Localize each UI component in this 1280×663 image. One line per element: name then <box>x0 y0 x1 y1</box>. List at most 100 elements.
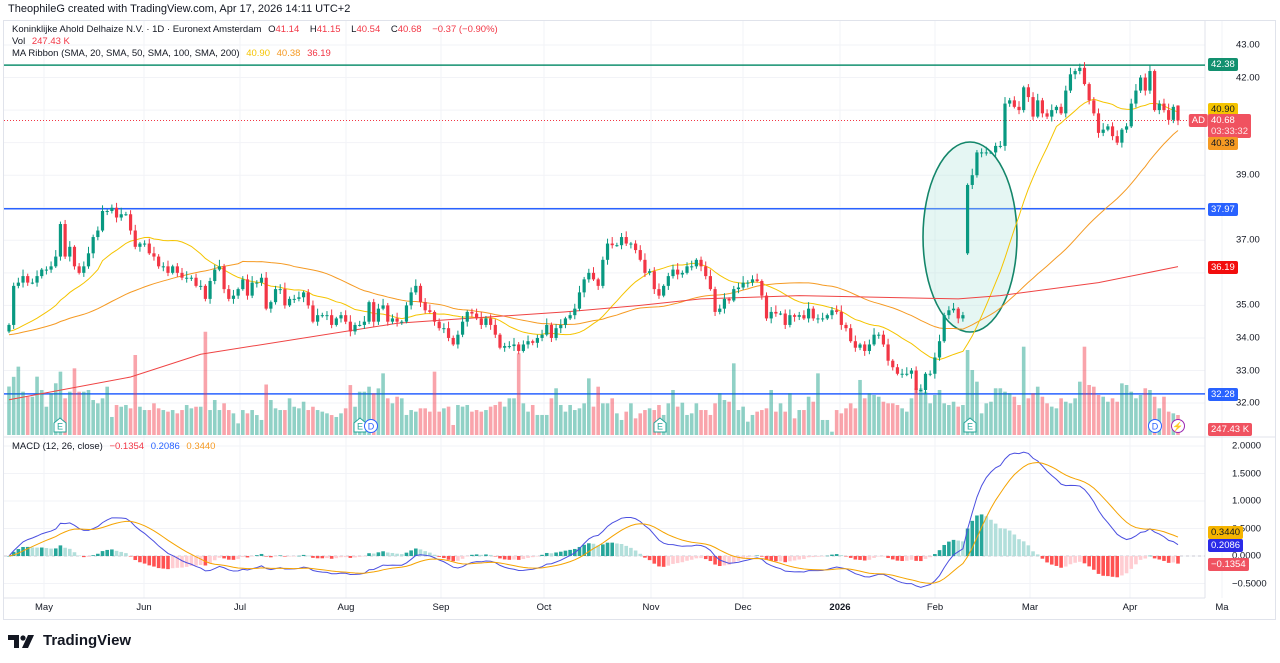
volume-bar <box>582 403 586 435</box>
macd-histogram-bar <box>722 556 727 566</box>
time-tick: Apr <box>1122 602 1138 613</box>
macd-histogram-bar <box>1054 556 1059 566</box>
time-tick: Nov <box>642 602 660 613</box>
candle-body <box>662 285 666 296</box>
event-label: E <box>967 422 973 432</box>
volume-bar <box>750 414 755 435</box>
volume-legend[interactable]: Vol 247.43 K <box>12 36 74 47</box>
candle <box>54 250 58 268</box>
candle-body <box>227 289 231 299</box>
candle-body <box>1040 100 1044 114</box>
macd-histogram-bar <box>161 556 166 569</box>
macd-histogram-bar <box>1129 556 1134 569</box>
volume-bar <box>133 355 138 435</box>
candle-body <box>1124 126 1129 130</box>
candle <box>792 313 797 322</box>
volume-bar <box>689 413 694 435</box>
macd-histogram-bar <box>568 549 572 556</box>
volume-bar <box>44 406 49 435</box>
candle-body <box>386 305 390 322</box>
event-marker-earnings[interactable]: E <box>53 417 67 433</box>
volume-bar <box>951 401 956 435</box>
macd-histogram-bar <box>470 554 474 556</box>
candle-body <box>919 390 923 392</box>
candle <box>1143 73 1147 96</box>
candle <box>484 315 488 328</box>
macd-histogram-bar <box>91 555 95 556</box>
macd-histogram-bar <box>1124 556 1129 574</box>
volume-bar <box>67 391 72 435</box>
volume-bar <box>58 371 63 435</box>
candle <box>44 266 49 275</box>
candle <box>573 303 577 320</box>
candle-body <box>1143 77 1147 91</box>
volume-bar <box>1124 384 1129 435</box>
candle-body <box>63 224 67 257</box>
macd-histogram-bar <box>1017 539 1021 556</box>
candle-body <box>1008 100 1012 104</box>
event-marker-earnings[interactable]: E <box>653 417 667 433</box>
event-marker-dividend[interactable]: D <box>1148 419 1162 433</box>
dividend-icon <box>1148 419 1162 433</box>
event-marker-dividend[interactable]: D <box>364 419 378 433</box>
candle <box>316 308 320 326</box>
candle-body <box>316 315 320 322</box>
candle-body <box>928 373 932 375</box>
candle-body <box>259 277 264 283</box>
candle <box>58 221 63 261</box>
macd-histogram-bar <box>311 556 315 558</box>
macd-histogram-bar <box>1166 556 1171 563</box>
ohlc-low: L40.54 <box>351 24 384 35</box>
macd-histogram-bar <box>1063 556 1068 567</box>
candle-body <box>970 175 974 185</box>
candle-body <box>587 272 591 280</box>
macd-histogram-bar <box>49 548 53 556</box>
candle-body <box>1101 129 1105 133</box>
macd-histogram-bar <box>703 556 708 560</box>
macd-signal-badge: 0.3440 <box>1208 526 1244 539</box>
candle-body <box>44 269 49 271</box>
macd-histogram-bar <box>315 556 320 559</box>
candle-body <box>643 259 647 273</box>
candle <box>1092 97 1096 116</box>
ma-ribbon-legend[interactable]: MA Ribbon (SMA, 20, SMA, 50, SMA, 100, S… <box>12 48 335 59</box>
macd-histogram-bar <box>297 555 301 557</box>
candle <box>269 300 273 313</box>
event-marker-earnings[interactable]: E <box>963 417 977 433</box>
volume-bar <box>1054 408 1059 435</box>
candle-body <box>330 315 334 325</box>
grid <box>4 21 1275 599</box>
event-marker-split-or-news[interactable]: ⚡ <box>1171 419 1185 433</box>
macd-histogram-bar <box>872 556 876 558</box>
candle-body <box>325 315 329 317</box>
candle-body <box>217 266 222 270</box>
candle <box>259 273 264 286</box>
macd-histogram-bar <box>834 554 839 556</box>
volume-bar <box>979 413 984 435</box>
candle <box>690 260 694 271</box>
candle-body <box>171 266 175 273</box>
volume-bar <box>348 385 353 435</box>
tradingview-logo[interactable]: TradingView <box>8 632 131 649</box>
volume-bar <box>671 389 675 435</box>
macd-legend[interactable]: MACD (12, 26, close) −0.1354 0.2086 0.34… <box>12 441 219 452</box>
volume-bar <box>1003 391 1007 435</box>
candle <box>662 284 666 298</box>
candle-body <box>666 276 670 286</box>
macd-histogram-bar <box>675 556 680 564</box>
candle-body <box>124 214 128 216</box>
candle <box>802 310 806 321</box>
candle <box>395 312 399 327</box>
macd-histogram-bar <box>652 556 657 564</box>
candle <box>358 320 362 327</box>
volume-bar <box>170 410 175 435</box>
macd-histogram-bar <box>535 556 540 557</box>
volume-bar <box>666 403 671 435</box>
candle-body <box>540 334 544 338</box>
volume-bar <box>82 391 86 435</box>
volume-bar <box>259 419 264 435</box>
candle <box>465 310 469 327</box>
volume-bar <box>264 384 268 435</box>
time-tick: May <box>35 602 53 613</box>
